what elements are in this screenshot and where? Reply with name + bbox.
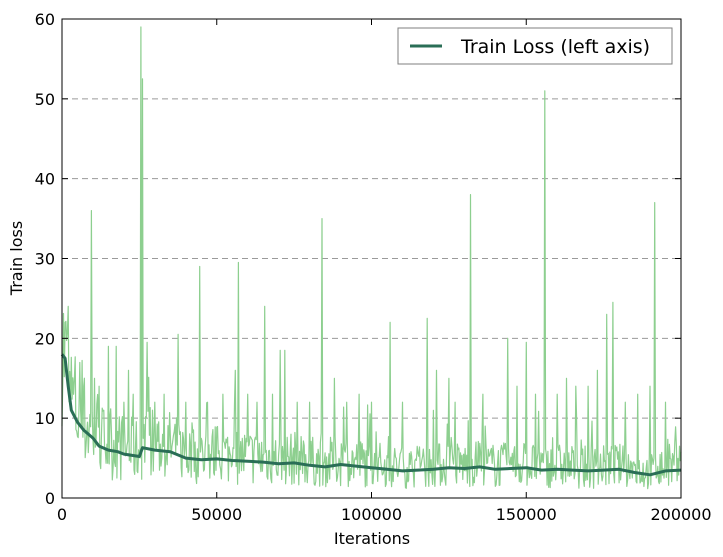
y-tick-labels: 0 10 20 30 40 50 60	[35, 10, 55, 508]
smoothed-loss-line	[60, 353, 682, 477]
y-tick-label: 40	[35, 170, 55, 189]
y-tick-label: 10	[35, 409, 55, 428]
x-tick-label: 50000	[191, 505, 242, 524]
x-tick-label: 100000	[341, 505, 402, 524]
smoothed-loss-series	[60, 353, 682, 477]
legend: Train Loss (left axis)	[397, 27, 673, 65]
raw-loss-line	[61, 26, 682, 490]
legend-label-train-loss: Train Loss (left axis)	[460, 36, 650, 58]
y-tick-label: 50	[35, 90, 55, 109]
legend-box	[397, 27, 673, 65]
y-axis-label: Train loss	[7, 221, 26, 296]
y-tick-label: 60	[35, 10, 55, 29]
y-tick-label: 30	[35, 250, 55, 269]
raw-loss-series	[61, 26, 682, 490]
grid-lines	[62, 98, 681, 419]
x-axis-label: Iterations	[334, 529, 410, 548]
x-tick-label: 200000	[650, 505, 711, 524]
x-tick-labels: 0 50000 100000 150000 200000	[57, 505, 712, 524]
y-tick-label: 0	[45, 489, 55, 508]
axis-ticks	[61, 18, 682, 499]
y-tick-label: 20	[35, 329, 55, 348]
x-tick-label: 0	[57, 505, 67, 524]
x-tick-label: 150000	[496, 505, 557, 524]
